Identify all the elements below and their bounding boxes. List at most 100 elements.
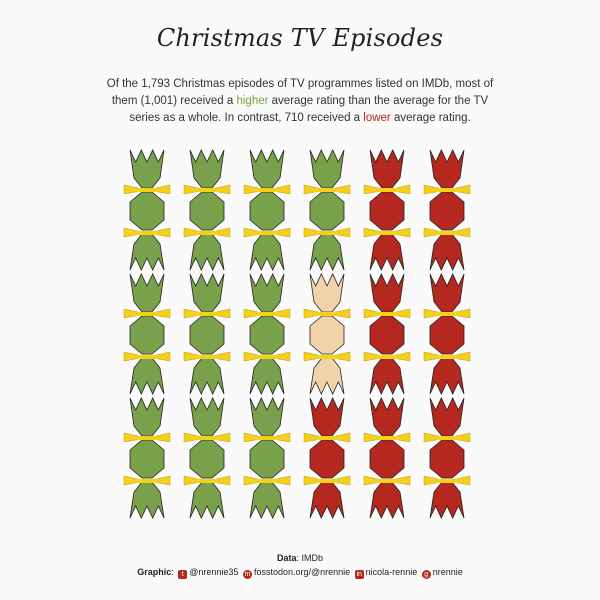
ribbon-right xyxy=(146,227,171,238)
cracker-top-end xyxy=(249,273,285,313)
ribbon-left xyxy=(363,184,388,195)
cracker-top-end xyxy=(129,149,165,189)
ribbon-left xyxy=(423,184,448,195)
cracker-higher xyxy=(243,397,291,519)
ribbon-band xyxy=(436,479,458,483)
ribbon-right xyxy=(266,227,291,238)
ribbon-left xyxy=(423,432,448,443)
cracker-bottom-end xyxy=(129,233,165,271)
ribbon-right xyxy=(326,351,351,362)
ribbon-left xyxy=(123,475,148,486)
ribbon-band xyxy=(196,436,218,440)
subtitle-lower-highlight: lower xyxy=(363,112,391,124)
ribbon-band xyxy=(256,312,278,316)
cracker-body xyxy=(309,439,345,479)
ribbon-left xyxy=(423,351,448,362)
cracker-body xyxy=(129,191,165,231)
github-icon: g xyxy=(421,570,431,579)
cracker-lower xyxy=(303,397,351,519)
ribbon-band xyxy=(136,355,158,359)
cracker-body xyxy=(189,315,225,355)
ribbon-right xyxy=(206,351,231,362)
ribbon-band xyxy=(436,355,458,359)
cracker-top-end xyxy=(309,273,345,313)
ribbon-right xyxy=(326,432,351,443)
ribbon-right xyxy=(146,351,171,362)
ribbon-band xyxy=(256,479,278,483)
cracker-bottom-end xyxy=(429,357,465,395)
cracker-body xyxy=(369,315,405,355)
cracker-top-end xyxy=(189,149,225,189)
cracker-body xyxy=(309,191,345,231)
cracker-top-end xyxy=(309,397,345,437)
ribbon-right xyxy=(266,184,291,195)
cracker-higher xyxy=(123,397,171,519)
ribbon-right xyxy=(386,432,411,443)
ribbon-band xyxy=(376,312,398,316)
ribbon-left xyxy=(363,308,388,319)
chart-title: Christmas TV Episodes xyxy=(156,24,444,52)
cracker-bottom-end xyxy=(309,481,345,519)
ribbon-band xyxy=(196,312,218,316)
ribbon-left xyxy=(183,184,208,195)
ribbon-band xyxy=(136,479,158,483)
ribbon-band xyxy=(376,436,398,440)
ribbon-left xyxy=(303,351,328,362)
cracker-higher xyxy=(243,273,291,395)
ribbon-band xyxy=(376,355,398,359)
cracker-bottom-end xyxy=(429,233,465,271)
ribbon-left xyxy=(243,475,268,486)
ribbon-left xyxy=(303,227,328,238)
cracker-waffle-chart xyxy=(123,149,471,519)
cracker-bottom-end xyxy=(369,481,405,519)
cracker-body xyxy=(369,439,405,479)
ribbon-right xyxy=(446,184,471,195)
cracker-body xyxy=(429,191,465,231)
ribbon-right xyxy=(146,432,171,443)
ribbon-band xyxy=(196,355,218,359)
ribbon-right xyxy=(266,351,291,362)
cracker-higher xyxy=(183,397,231,519)
ribbon-band xyxy=(316,188,338,192)
ribbon-band xyxy=(196,479,218,483)
linkedin-icon: in xyxy=(354,570,364,579)
ribbon-right xyxy=(206,475,231,486)
ribbon-band xyxy=(436,312,458,316)
ribbon-band xyxy=(196,231,218,235)
cracker-body xyxy=(189,439,225,479)
cracker-body xyxy=(369,191,405,231)
cracker-lower xyxy=(363,149,411,271)
cracker-higher xyxy=(303,149,351,271)
ribbon-left xyxy=(303,308,328,319)
ribbon-left xyxy=(423,227,448,238)
ribbon-left xyxy=(183,227,208,238)
ribbon-left xyxy=(243,184,268,195)
ribbon-band xyxy=(256,436,278,440)
ribbon-left xyxy=(363,475,388,486)
linkedin-handle[interactable]: nicola-rennie xyxy=(365,567,418,577)
ribbon-right xyxy=(386,308,411,319)
ribbon-band xyxy=(136,436,158,440)
cracker-bottom-end xyxy=(249,481,285,519)
ribbon-band xyxy=(256,188,278,192)
ribbon-right xyxy=(446,308,471,319)
ribbon-band xyxy=(256,231,278,235)
ribbon-left xyxy=(123,308,148,319)
cracker-bottom-end xyxy=(309,233,345,271)
twitter-handle[interactable]: @nrennie35 xyxy=(189,567,239,577)
cracker-top-end xyxy=(369,273,405,313)
mastodon-handle[interactable]: fosstodon.org/@nrennie xyxy=(253,567,351,577)
ribbon-left xyxy=(183,432,208,443)
cracker-top-end xyxy=(429,149,465,189)
ribbon-right xyxy=(266,432,291,443)
ribbon-right xyxy=(206,432,231,443)
ribbon-band xyxy=(316,436,338,440)
github-handle[interactable]: nrennie xyxy=(432,567,463,577)
cracker-lower xyxy=(423,149,471,271)
cracker-bottom-end xyxy=(189,233,225,271)
cracker-body xyxy=(129,315,165,355)
cracker-lower xyxy=(363,273,411,395)
cracker-top-end xyxy=(189,397,225,437)
cracker-body xyxy=(249,191,285,231)
cracker-top-end xyxy=(129,397,165,437)
